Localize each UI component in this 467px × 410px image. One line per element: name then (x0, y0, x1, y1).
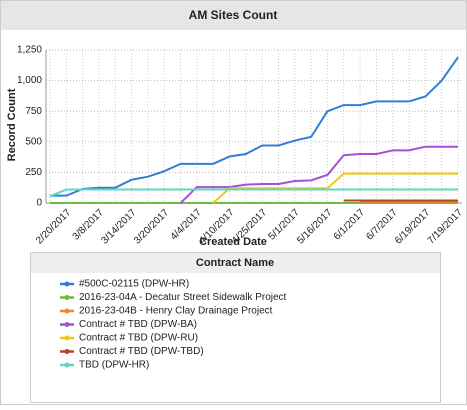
series-line (212, 172, 458, 204)
legend-swatch-dot (64, 335, 70, 341)
y-tick-label: 250 (25, 167, 42, 178)
x-axis-label: Created Date (199, 236, 267, 248)
legend-label: Contract # TBD (DPW-TBD) (79, 346, 204, 357)
legend-label: TBD (DPW-HR) (79, 360, 149, 371)
series-line (49, 188, 458, 198)
legend-swatch-dot (64, 362, 70, 368)
y-tick-label: 1,250 (17, 45, 42, 56)
legend-title: Contract Name (196, 257, 274, 269)
chart-title: AM Sites Count (189, 8, 278, 22)
legend-label: Contract # TBD (DPW-BA) (79, 319, 197, 330)
y-tick-label: 750 (25, 106, 42, 117)
legend-swatch-dot (64, 322, 70, 327)
series-line (50, 56, 459, 197)
legend-label: 2016-23-04A - Decatur Street Sidewalk Pr… (79, 292, 287, 303)
legend-swatch-dot (64, 295, 70, 300)
legend-box (30, 252, 441, 403)
legend-swatch-dot (64, 281, 70, 287)
legend-header (31, 253, 440, 273)
y-tick-label: 500 (25, 136, 42, 147)
series-line (179, 145, 458, 204)
legend-label: Contract # TBD (DPW-RU) (79, 333, 198, 344)
y-axis-label: Record Count (6, 88, 18, 161)
y-tick-label: 0 (36, 198, 42, 209)
legend-swatch-dot (64, 349, 70, 354)
legend-swatch-dot (64, 308, 70, 314)
legend-label: 2016-23-04B - Henry Clay Drainage Projec… (79, 306, 273, 317)
header (1, 1, 466, 30)
y-tick-label: 1,000 (17, 75, 42, 86)
legend-label: #500C-02115 (DPW-HR) (79, 279, 189, 290)
